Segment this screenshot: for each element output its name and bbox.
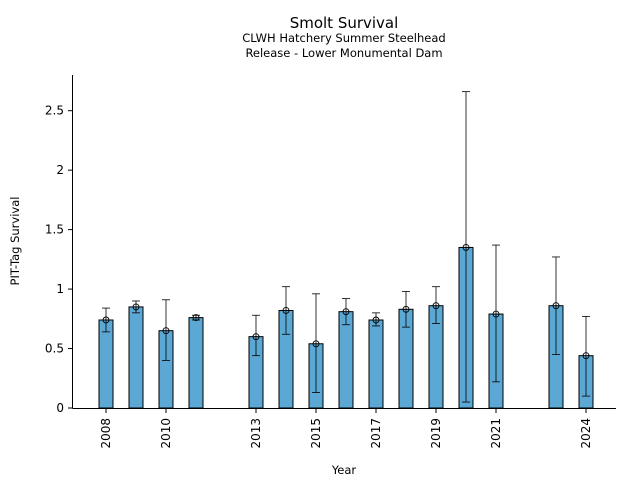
error-bar-2019 [432,286,440,324]
error-bar-2021 [492,244,500,383]
y-axis-title: PIT-Tag Survival [8,197,22,286]
y-tick-label: 0.5 [45,342,64,356]
point-marker-series [102,243,590,360]
error-bar-2018 [402,291,410,328]
x-tick-label: 2017 [369,418,383,449]
bar-2008 [98,319,114,409]
error-bar-2024 [582,316,590,397]
y-tick-label: 1.5 [45,223,64,237]
point-marker-2011 [192,314,200,322]
error-bar-2013 [252,314,260,357]
x-tick-label: 2019 [429,418,443,449]
error-bar-2015 [312,293,320,393]
point-marker-2010 [162,327,170,335]
error-bar-2008 [102,307,110,333]
error-bar-2010 [162,299,170,361]
x-tick-label: 2010 [159,418,173,449]
bar-2009 [128,306,144,409]
point-marker-2020 [462,243,470,251]
error-bar-2009 [132,300,140,314]
point-marker-2014 [282,307,290,314]
point-marker-2024 [582,352,590,360]
error-bar-2016 [342,298,350,326]
error-bar-2023 [552,256,560,355]
chart-title: Smolt Survival [290,14,399,32]
point-marker-2019 [432,302,440,310]
error-bar-2017 [372,312,380,327]
point-marker-2021 [492,310,500,318]
point-marker-2008 [102,316,110,324]
y-tick-label: 2 [56,163,64,177]
error-bar-2014 [282,286,290,335]
point-marker-2017 [372,316,380,324]
point-marker-2023 [552,302,560,310]
x-axis-ticks: 2008 2010 2013 2015 2017 2019 2021 2024 [99,408,593,449]
error-bar-2020 [462,91,470,403]
error-bar-2011 [192,314,200,321]
point-marker-2015 [312,340,320,348]
bar-series [98,246,594,409]
y-tick-label: 2.5 [45,104,64,118]
y-axis-ticks: 0 0.5 1 1.5 2 2.5 [45,104,73,415]
point-marker-2009 [132,303,140,311]
point-marker-2013 [252,333,260,341]
y-tick-label: 0 [56,401,64,415]
y-tick-label: 1 [56,282,64,296]
x-tick-label: 2015 [309,418,323,449]
point-marker-2018 [402,305,410,313]
x-tick-label: 2013 [249,418,263,449]
error-bar-series [102,91,590,403]
x-tick-label: 2021 [489,418,503,449]
chart-subtitle-line-1: CLWH Hatchery Summer Steelhead [242,31,445,45]
point-marker-2016 [342,308,350,316]
bar-2017 [368,319,384,409]
chart-subtitle-line-2: Release - Lower Monumental Dam [245,46,442,60]
x-axis-title: Year [331,463,357,477]
x-tick-label: 2024 [579,418,593,449]
bar-2011 [188,317,204,409]
x-tick-label: 2008 [99,418,113,449]
bar-2016 [338,311,354,409]
